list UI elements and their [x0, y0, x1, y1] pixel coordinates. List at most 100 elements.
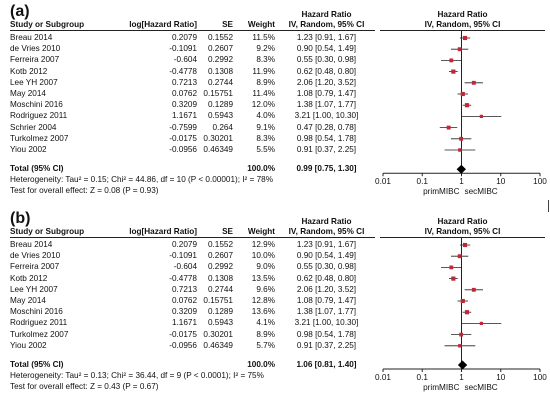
header-study: Study or Subgroup — [10, 227, 85, 236]
header-hazard-ratio-title: Hazard Ratio — [301, 10, 352, 19]
log-hazard-ratio-value: 0.3209 — [171, 100, 197, 110]
panel-label: (b) — [10, 210, 31, 227]
hazard-ratio-ci-value: 0.55 [0.30, 0.98] — [296, 55, 357, 65]
total-weight: 100.0% — [247, 164, 275, 174]
study-point-marker — [459, 136, 464, 141]
study-point-marker — [449, 58, 454, 63]
se-value: 0.1308 — [207, 273, 233, 283]
total-label: Total (95% CI) — [10, 360, 64, 369]
weight-value: 13.6% — [251, 307, 275, 317]
plot-header-rule — [380, 30, 545, 31]
x-tick-label: 0.1 — [416, 177, 428, 187]
study-point-marker — [464, 310, 470, 315]
weight-value: 9.0% — [256, 262, 275, 272]
study-name: Lee YH 2007 — [10, 284, 58, 294]
plot-header-title: Hazard Ratio — [437, 217, 488, 226]
study-name: Rodriguez 2011 — [10, 111, 68, 121]
weight-value: 11.9% — [252, 66, 275, 76]
hazard-ratio-ci-value: 0.55 [0.30, 0.98] — [296, 262, 357, 272]
study-point-marker — [449, 265, 454, 270]
weight-value: 11.5% — [252, 33, 275, 42]
favours-left-label: primMIBC — [423, 383, 460, 392]
se-value: 0.2744 — [207, 77, 233, 87]
hazard-ratio-ci-value: 1.38 [1.07, 1.77] — [296, 307, 357, 317]
pooled-effect-diamond — [456, 164, 466, 174]
study-point-marker — [471, 287, 476, 292]
header-weight: Weight — [247, 227, 275, 236]
weight-value: 8.9% — [256, 329, 275, 339]
study-name: Moschini 2016 — [10, 307, 63, 317]
hazard-ratio-ci-value: 2.06 [1.20, 3.52] — [296, 284, 357, 294]
weight-value: 12.0% — [251, 100, 275, 110]
log-hazard-ratio-value: 0.2079 — [171, 33, 197, 42]
se-value: 0.15751 — [203, 89, 233, 98]
hazard-ratio-ci-value: 1.38 [1.07, 1.77] — [296, 100, 357, 110]
study-name: Ferreira 2007 — [10, 55, 60, 65]
header-rule — [10, 30, 375, 31]
header-hazard-ratio-method: IV, Random, 95% CI — [288, 20, 365, 29]
x-tick-label: 1 — [459, 373, 464, 382]
heterogeneity-stats: Heterogeneity: Tau² = 0.15; Chi² = 44.86… — [10, 175, 274, 185]
weight-value: 9.2% — [256, 44, 275, 54]
se-value: 0.5943 — [207, 111, 233, 121]
plot-header-title: Hazard Ratio — [437, 10, 488, 19]
header-study: Study or Subgroup — [10, 20, 85, 29]
x-tick-label: 1 — [459, 177, 464, 187]
log-hazard-ratio-value: 0.3209 — [171, 307, 197, 317]
hazard-ratio-ci-value: 1.23 [0.91, 1.67] — [296, 33, 357, 42]
study-point-marker — [479, 114, 484, 119]
study-name: Turkolmez 2007 — [10, 329, 69, 339]
total-hazard-ratio-ci: 1.06 [0.81, 1.40] — [296, 360, 357, 369]
weight-value: 12.9% — [251, 240, 275, 249]
hazard-ratio-ci-value: 1.08 [0.79, 1.47] — [296, 89, 357, 98]
x-tick-label: 0.01 — [375, 373, 391, 382]
weight-value: 9.1% — [256, 122, 275, 132]
se-value: 0.1289 — [207, 100, 233, 110]
log-hazard-ratio-value: -0.0956 — [169, 145, 197, 154]
se-value: 0.1552 — [207, 33, 233, 42]
study-point-marker — [458, 344, 462, 348]
heterogeneity-stats: Heterogeneity: Tau² = 0.13; Chi² = 36.44… — [10, 371, 264, 380]
se-value: 0.2607 — [207, 251, 233, 261]
favours-right-label: secMIBC — [464, 383, 498, 392]
se-value: 0.264 — [212, 122, 234, 132]
study-name: Schrier 2004 — [10, 122, 57, 132]
hazard-ratio-ci-value: 1.08 [0.79, 1.47] — [296, 296, 357, 305]
weight-value: 8.3% — [256, 55, 275, 65]
log-hazard-ratio-value: 0.2079 — [171, 240, 197, 249]
header-log-hazard-ratio: log[Hazard Ratio] — [129, 227, 197, 236]
weight-value: 5.5% — [256, 145, 275, 154]
weight-value: 4.0% — [256, 111, 275, 121]
study-point-marker — [464, 103, 470, 108]
scroll-marker — [548, 200, 549, 212]
study-name: Kotb 2012 — [10, 273, 48, 283]
se-value: 0.5943 — [207, 318, 233, 328]
log-hazard-ratio-value: 1.1671 — [171, 111, 197, 121]
overall-effect-test: Test for overall effect: Z = 0.08 (P = 0… — [10, 186, 159, 196]
forest-plot-panel-a: (a) Hazard Ratio Study or Subgroup log[Haza… — [0, 0, 550, 205]
pooled-effect-diamond — [457, 360, 468, 370]
weight-value: 9.6% — [256, 284, 275, 294]
weight-value: 8.9% — [256, 77, 275, 87]
se-value: 0.2992 — [207, 262, 233, 272]
study-point-marker — [451, 276, 456, 281]
study-name: Rodriguez 2011 — [10, 318, 68, 328]
study-point-marker — [458, 148, 462, 152]
study-name: Yiou 2002 — [10, 145, 47, 154]
study-name: de Vries 2010 — [10, 251, 61, 261]
total-label: Total (95% CI) — [10, 164, 64, 174]
log-hazard-ratio-value: -0.7599 — [169, 122, 197, 132]
hazard-ratio-ci-value: 0.62 [0.48, 0.80] — [296, 66, 357, 76]
log-hazard-ratio-value: -0.0956 — [169, 340, 197, 350]
hazard-ratio-ci-value: 0.98 [0.54, 1.78] — [296, 133, 357, 143]
se-value: 0.2607 — [207, 44, 233, 54]
overall-effect-test: Test for overall effect: Z = 0.43 (P = 0… — [10, 382, 159, 391]
log-hazard-ratio-value: -0.4778 — [169, 66, 197, 76]
log-hazard-ratio-value: -0.1091 — [169, 251, 197, 261]
study-point-marker — [460, 298, 465, 304]
hazard-ratio-ci-value: 0.90 [0.54, 1.49] — [296, 44, 357, 54]
se-value: 0.2992 — [207, 55, 233, 65]
study-name: May 2014 — [10, 296, 46, 305]
header-se: SE — [222, 227, 233, 236]
weight-value: 5.7% — [256, 340, 275, 350]
